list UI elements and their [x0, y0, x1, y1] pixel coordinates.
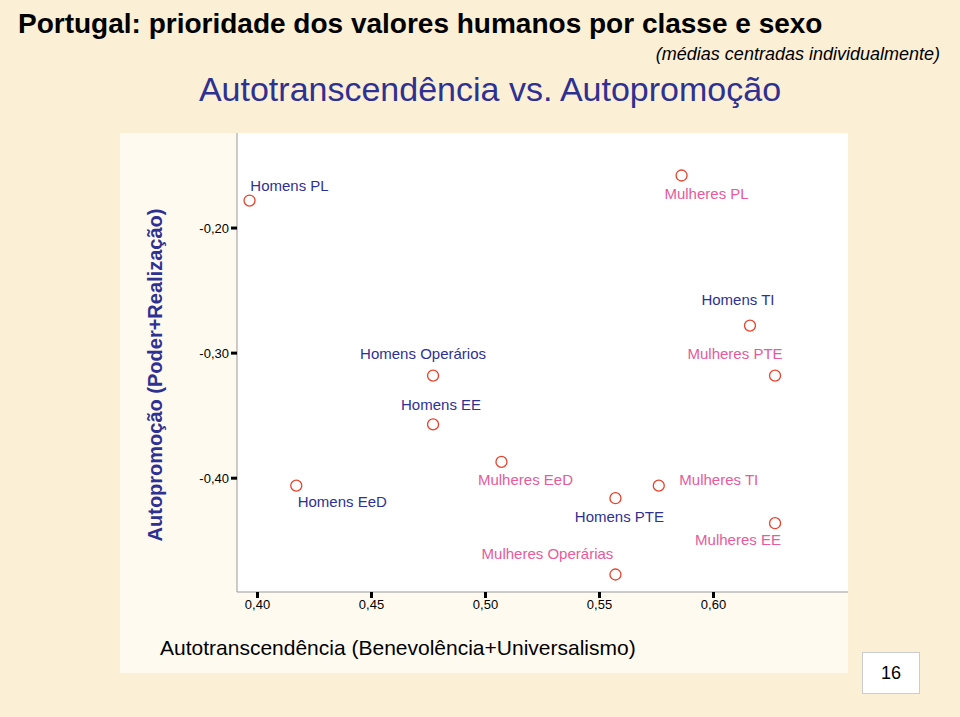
svg-text:Mulheres EE: Mulheres EE	[695, 531, 781, 548]
html-text:Portugal: prioridade dos valor: Portugal: prioridade dos valores humanos…	[18, 8, 823, 39]
svg-text:Homens EE: Homens EE	[401, 396, 481, 413]
svg-text:Homens PL: Homens PL	[250, 177, 328, 194]
html-text:Autotranscendência (Benevolênc: Autotranscendência (Benevolência+Univers…	[160, 636, 636, 659]
svg-text:Homens PTE: Homens PTE	[575, 508, 664, 525]
svg-text:Mulheres PL: Mulheres PL	[664, 185, 748, 202]
html-text:16: 16	[881, 662, 901, 683]
html-text:Autopromoção (Poder+Realização: Autopromoção (Poder+Realização)	[143, 208, 166, 542]
svg-text:-0,30: -0,30	[199, 346, 229, 361]
svg-text:0,45: 0,45	[359, 597, 384, 612]
svg-text:Homens Operários: Homens Operários	[360, 345, 486, 362]
svg-text:0,55: 0,55	[587, 597, 612, 612]
svg-text:0,50: 0,50	[473, 597, 498, 612]
svg-text:-0,20: -0,20	[199, 221, 229, 236]
svg-text:Mulheres EeD: Mulheres EeD	[478, 471, 573, 488]
svg-text:Homens TI: Homens TI	[701, 291, 774, 308]
html-text:(médias centradas individualme: (médias centradas individualmente)	[655, 44, 940, 64]
svg-text:Mulheres PTE: Mulheres PTE	[688, 345, 783, 362]
svg-text:Homens EeD: Homens EeD	[298, 493, 387, 510]
svg-text:0,40: 0,40	[245, 597, 270, 612]
svg-text:Mulheres Operárias: Mulheres Operárias	[482, 545, 614, 562]
svg-text:-0,40: -0,40	[199, 471, 229, 486]
svg-text:0,60: 0,60	[701, 597, 726, 612]
svg-text:Mulheres TI: Mulheres TI	[679, 471, 758, 488]
html-text:Autotranscendência vs. Autopro: Autotranscendência vs. Autopromoção	[198, 70, 782, 108]
